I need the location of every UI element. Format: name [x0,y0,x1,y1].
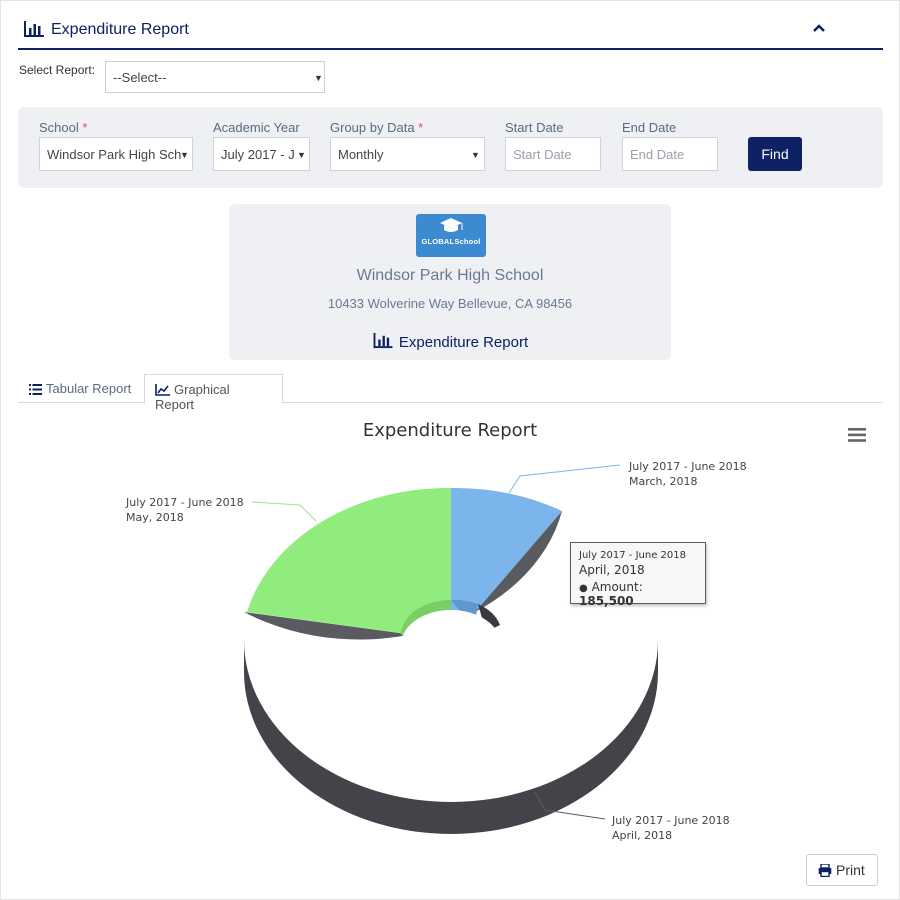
card-report-title: Expenditure Report [229,332,671,351]
slice-april-depth [244,640,658,834]
print-button[interactable]: Print [806,854,878,886]
connector-may [251,501,317,522]
data-label-may-period: July 2017 - June 2018 [125,496,244,509]
select-report-dropdown[interactable]: --Select-- ▼ [105,61,325,93]
school-select-value: Windsor Park High Sch [47,147,182,162]
end-date-label: End Date [622,120,677,135]
printer-icon [818,863,832,878]
academic-year-value: July 2017 - J [221,147,295,162]
school-name: Windsor Park High School [356,267,544,284]
start-date-label: Start Date [505,120,564,135]
chart-tooltip: July 2017 - June 2018 April, 2018 ● Amou… [570,542,706,608]
chart-menu-icon[interactable] [848,428,866,442]
caret-down-icon: ▼ [180,150,189,160]
academic-year-select[interactable]: July 2017 - J [213,137,310,171]
school-logo: GLOBALSchool [416,214,486,257]
chart-title: Expenditure Report [362,420,538,441]
data-label-may-month: May, 2018 [126,511,184,524]
school-select[interactable]: Windsor Park High Sch [39,137,193,171]
school-label: School * [39,120,88,135]
data-label-april-month: April, 2018 [612,829,672,842]
line-chart-icon [155,384,170,396]
data-label-april-period: July 2017 - June 2018 [611,814,730,827]
connector-april [534,791,606,820]
caret-down-icon: ▼ [297,150,306,160]
data-label-march-month: March, 2018 [629,475,698,488]
tab-tabular-report[interactable]: Tabular Report [19,374,141,402]
list-icon [29,384,42,395]
group-by-select[interactable]: Monthly [330,137,485,171]
tooltip-month: April, 2018 [579,563,645,577]
tabs-divider [18,402,883,403]
group-by-label: Group by Data * [330,120,424,135]
start-date-input[interactable]: Start Date [505,137,601,171]
bar-chart-icon [24,21,44,37]
academic-year-label: Academic Year [213,120,300,135]
bar-chart-icon [373,332,393,349]
caret-down-icon: ▼ [471,150,480,160]
tooltip-amount: ● Amount: 185,500 [579,580,643,608]
data-label-march-period: July 2017 - June 2018 [628,460,747,473]
tooltip-period: July 2017 - June 2018 [579,550,686,561]
graduation-cap-icon [440,218,463,232]
school-logo-text: GLOBALSchool [421,237,481,246]
collapse-chevron-up-icon[interactable] [811,20,827,36]
connector-march [508,464,621,494]
select-report-value: --Select-- [113,70,167,85]
slice-march[interactable] [451,487,562,640]
group-by-value: Monthly [338,147,384,162]
slice-may[interactable] [247,487,451,640]
find-button[interactable]: Find [748,137,802,171]
caret-down-icon: ▼ [314,73,323,83]
inner-rim-dark [478,604,500,632]
select-report-label: Select Report: [19,63,96,77]
school-address: 10433 Wolverine Way Bellevue, CA 98456 [327,296,573,311]
page-title: Expenditure Report [51,21,189,38]
header-divider [18,48,883,50]
tab-graphical-report[interactable]: Graphical Report [144,374,283,412]
donut-hole [401,610,501,680]
end-date-input[interactable]: End Date [622,137,718,171]
